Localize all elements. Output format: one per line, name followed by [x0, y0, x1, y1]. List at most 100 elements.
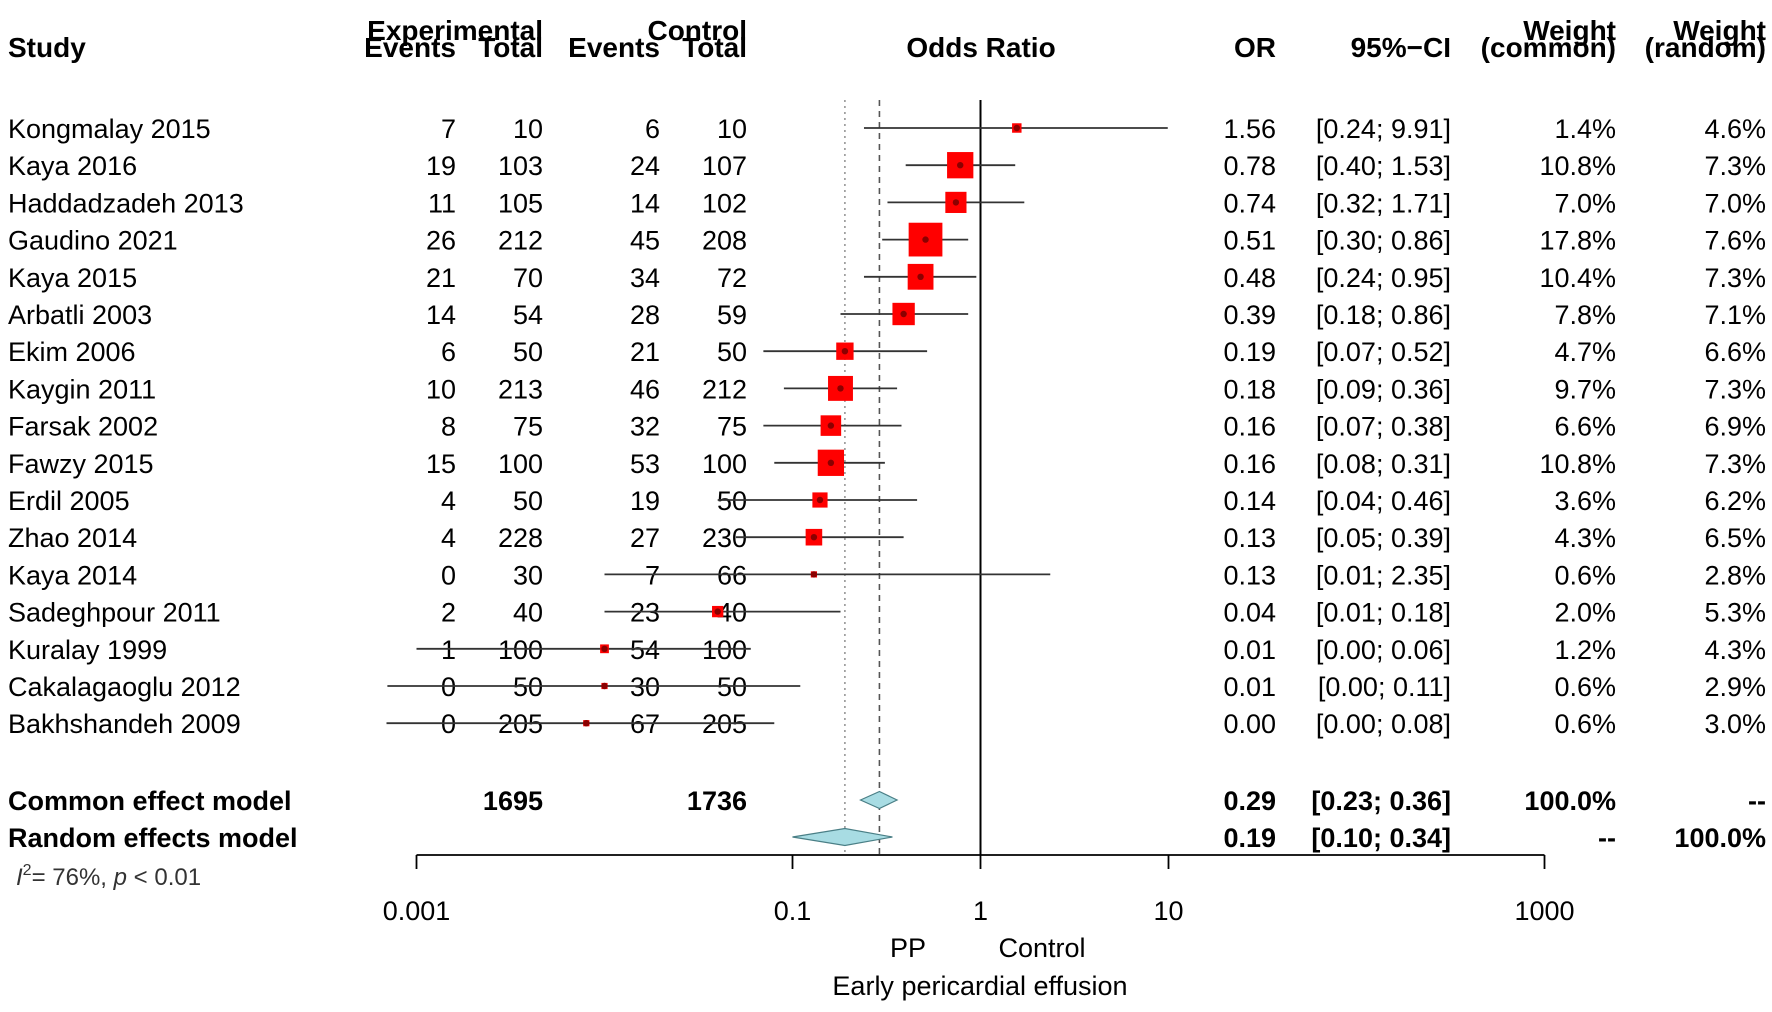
- exp-events-cell: 19: [426, 151, 456, 181]
- or-cell: 0.13: [1223, 560, 1276, 590]
- study-name: Arbatli 2003: [8, 300, 152, 330]
- x-axis-title: Early pericardial effusion: [832, 971, 1127, 1001]
- ci-cell: [0.32; 1.71]: [1316, 188, 1451, 218]
- ctrl-events-cell: 6: [645, 114, 660, 144]
- pooled-weight-random: 100.0%: [1674, 823, 1766, 853]
- weight-random-cell: 4.6%: [1704, 114, 1766, 144]
- weight-random-cell: 7.3%: [1704, 374, 1766, 404]
- weight-random-cell: 6.9%: [1704, 412, 1766, 442]
- exp-total-cell: 70: [513, 263, 543, 293]
- exp-events-cell: 6: [441, 337, 456, 367]
- ci-cell: [0.07; 0.52]: [1316, 337, 1451, 367]
- study-point: [827, 459, 835, 466]
- exp-total-cell: 40: [513, 598, 543, 628]
- exp-total-cell: 30: [513, 560, 543, 590]
- ctrl-total-cell: 66: [717, 560, 747, 590]
- study-point: [816, 496, 824, 504]
- study-name: Kuralay 1999: [8, 635, 167, 665]
- study-name: Ekim 2006: [8, 337, 136, 367]
- pooled-weight-common: --: [1598, 823, 1616, 853]
- weight-random-cell: 2.8%: [1704, 560, 1766, 590]
- exp-events-cell: 15: [426, 449, 456, 479]
- weight-common-cell: 10.8%: [1539, 449, 1616, 479]
- exp-events-cell: 8: [441, 412, 456, 442]
- study-point: [837, 385, 844, 392]
- ctrl-events-cell: 7: [645, 560, 660, 590]
- ctrl-events-cell: 28: [630, 300, 660, 330]
- study-name: Gaudino 2021: [8, 226, 178, 256]
- weight-random-cell: 7.6%: [1704, 226, 1766, 256]
- study-point: [827, 422, 835, 429]
- study-name: Kaya 2016: [8, 151, 137, 181]
- exp-total-cell: 213: [498, 374, 543, 404]
- ci-cell: [0.00; 0.06]: [1316, 635, 1451, 665]
- ctrl-events-cell: 32: [630, 412, 660, 442]
- ctrl-total-cell: 59: [717, 300, 747, 330]
- or-cell: 0.16: [1223, 412, 1276, 442]
- pooled-ci: [0.23; 0.36]: [1311, 786, 1451, 816]
- ci-cell: [0.24; 9.91]: [1316, 114, 1451, 144]
- weight-random-cell: 6.5%: [1704, 523, 1766, 553]
- or-cell: 0.01: [1223, 672, 1276, 702]
- or-cell: 0.74: [1223, 188, 1276, 218]
- study-name: Haddadzadeh 2013: [8, 188, 244, 218]
- pooled-label: Random effects model: [8, 823, 298, 853]
- exp-total-cell: 103: [498, 151, 543, 181]
- ctrl-total-cell: 100: [702, 449, 747, 479]
- ci-cell: [0.00; 0.11]: [1318, 672, 1451, 702]
- exp-events-cell: 2: [441, 598, 456, 628]
- ci-cell: [0.05; 0.39]: [1316, 523, 1451, 553]
- or-cell: 0.16: [1223, 449, 1276, 479]
- x-label-right: Control: [998, 933, 1085, 963]
- weight-common-cell: 7.8%: [1554, 300, 1616, 330]
- x-label-left: PP: [890, 933, 926, 963]
- weight-random-cell: 5.3%: [1704, 598, 1766, 628]
- header-weight-random-2: (random): [1645, 32, 1766, 63]
- header-weight-common-1: Weight: [1523, 15, 1616, 46]
- weight-common-cell: 3.6%: [1554, 486, 1616, 516]
- pooled-or: 0.29: [1223, 786, 1276, 816]
- ctrl-total-cell: 208: [702, 226, 747, 256]
- study-point: [841, 348, 849, 355]
- ci-cell: [0.00; 0.08]: [1316, 709, 1451, 739]
- or-cell: 0.04: [1223, 598, 1276, 628]
- ctrl-total-cell: 50: [717, 337, 747, 367]
- x-tick-label: 1000: [1514, 896, 1574, 926]
- header-weight-random-1: Weight: [1673, 15, 1766, 46]
- weight-common-cell: 2.0%: [1554, 598, 1616, 628]
- pooled-label: Common effect model: [8, 786, 292, 816]
- header-ctrl-events: Events: [568, 32, 660, 63]
- pooled-or: 0.19: [1223, 823, 1276, 853]
- weight-random-cell: 3.0%: [1704, 709, 1766, 739]
- weight-common-cell: 9.7%: [1554, 374, 1616, 404]
- or-cell: 0.39: [1223, 300, 1276, 330]
- study-name: Zhao 2014: [8, 523, 137, 553]
- study-point: [922, 236, 929, 243]
- heterogeneity-text: I2= 76%, p < 0.01: [16, 862, 201, 891]
- ctrl-total-cell: 100: [702, 635, 747, 665]
- ctrl-events-cell: 34: [630, 263, 660, 293]
- weight-common-cell: 7.0%: [1554, 188, 1616, 218]
- study-name: Erdil 2005: [8, 486, 130, 516]
- ci-cell: [0.30; 0.86]: [1316, 226, 1451, 256]
- header-study: Study: [8, 32, 86, 63]
- weight-random-cell: 6.6%: [1704, 337, 1766, 367]
- x-tick-label: 1: [973, 896, 988, 926]
- weight-random-cell: 7.3%: [1704, 449, 1766, 479]
- or-cell: 0.14: [1223, 486, 1276, 516]
- ctrl-events-cell: 53: [630, 449, 660, 479]
- ci-cell: [0.07; 0.38]: [1316, 412, 1451, 442]
- weight-common-cell: 4.3%: [1554, 523, 1616, 553]
- or-cell: 0.48: [1223, 263, 1276, 293]
- ci-cell: [0.04; 0.46]: [1316, 486, 1451, 516]
- heterogeneity-p-symbol: p: [113, 864, 127, 891]
- exp-total-cell: 212: [498, 226, 543, 256]
- ctrl-events-cell: 24: [630, 151, 660, 181]
- exp-total-cell: 100: [498, 635, 543, 665]
- heterogeneity-i2: = 76%,: [32, 864, 114, 891]
- study-point: [1013, 124, 1021, 132]
- or-cell: 0.01: [1223, 635, 1276, 665]
- study-point: [952, 199, 960, 206]
- ctrl-total-cell: 205: [702, 709, 747, 739]
